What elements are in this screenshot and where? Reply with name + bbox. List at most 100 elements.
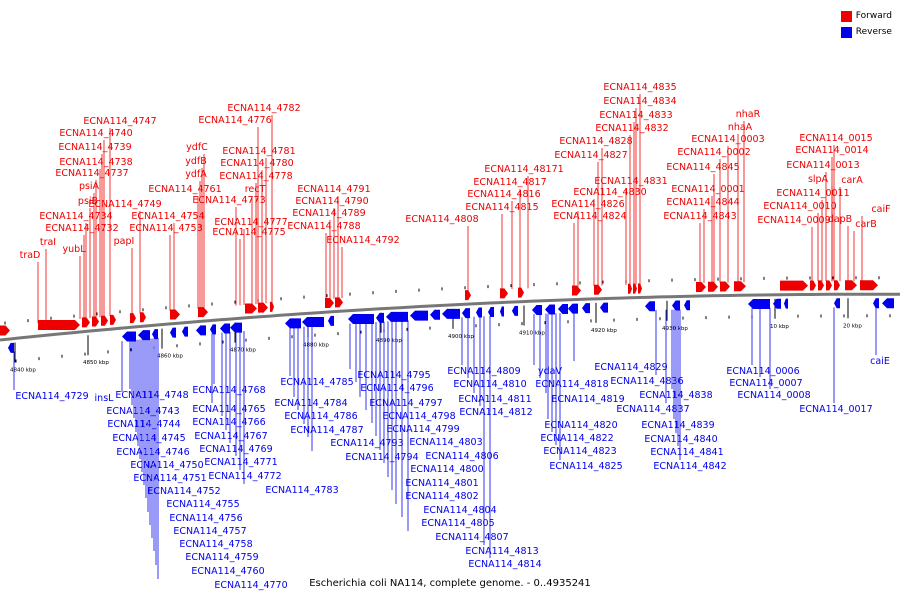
forward-gene <box>270 301 274 312</box>
forward-gene <box>638 283 642 294</box>
reverse-gene <box>328 315 334 326</box>
reverse-gene <box>122 331 136 342</box>
reverse-gene-label: ECNA114_4729 <box>15 391 88 402</box>
reverse-gene-label: ECNA114_0008 <box>737 390 810 401</box>
backbone-layer <box>0 292 900 342</box>
forward-gene <box>734 281 746 292</box>
forward-gene-label: ECNA114_4732 <box>45 223 118 234</box>
reverse-gene <box>230 322 242 333</box>
kbp-tick-label: 4920 kbp <box>591 328 617 334</box>
forward-gene-label: ECNA114_0013 <box>786 160 859 171</box>
forward-gene <box>708 281 718 292</box>
forward-gene <box>92 316 99 327</box>
genome-caption: Escherichia coli NA114, complete genome.… <box>309 578 591 589</box>
forward-gene-label: ECNA114_4749 <box>88 199 161 210</box>
forward-gene-label: ECNA114_4789 <box>292 208 365 219</box>
forward-gene <box>38 320 80 331</box>
reverse-gene-label: ECNA114_4757 <box>173 526 246 537</box>
forward-gene-label: ECNA114_0015 <box>799 133 872 144</box>
forward-gene-label: traD <box>20 250 41 261</box>
forward-gene-label: psiA <box>79 181 100 192</box>
forward-gene-label: ECNA114_0002 <box>677 147 750 158</box>
forward-gene <box>826 280 832 291</box>
reverse-gene-label: ECNA114_4812 <box>459 407 532 418</box>
reverse-gene-label: ECNA114_4801 <box>405 478 478 489</box>
reverse-gene <box>773 298 781 309</box>
forward-gene-label: papI <box>114 236 135 247</box>
reverse-gene <box>170 327 176 338</box>
forward-gene-label: ECNA114_4831 <box>594 176 667 187</box>
legend-forward-label: Forward <box>855 11 892 21</box>
reverse-gene-label: ECNA114_4798 <box>382 411 455 422</box>
forward-gene-label: ECNA114_0001 <box>671 184 744 195</box>
reverse-gene-label: insL <box>95 393 115 404</box>
gene-layer <box>0 280 894 353</box>
reverse-gene-label: ECNA114_4822 <box>540 433 613 444</box>
reverse-gene-label: ECNA114_4793 <box>330 438 403 449</box>
reverse-gene-label: ECNA114_4783 <box>265 485 338 496</box>
forward-gene-label: ECNA114_4816 <box>467 189 540 200</box>
reverse-gene-label: ECNA114_4795 <box>357 370 430 381</box>
forward-gene-label: ECNA114_4780 <box>220 158 293 169</box>
forward-gene-label: ECNA114_4773 <box>192 195 265 206</box>
kbp-tick-label: 10 kbp <box>770 324 789 330</box>
forward-swatch <box>840 10 852 22</box>
tick-layer: 4840 kbp 4850 kbp 4860 kbp 4870 kbp 4880 kbp… <box>4 276 891 373</box>
forward-gene-label: yubL <box>63 244 87 255</box>
reverse-gene <box>645 301 655 312</box>
forward-gene-label: ECNA114_4827 <box>554 150 627 161</box>
reverse-gene-label: ECNA114_4787 <box>290 425 363 436</box>
reverse-gene-label: ECNA114_4820 <box>544 420 617 431</box>
reverse-gene-label: ECNA114_4807 <box>435 532 508 543</box>
reverse-gene <box>582 303 590 314</box>
reverse-gene-label: ECNA114_4750 <box>130 460 203 471</box>
reverse-gene-label: ECNA114_4759 <box>185 552 258 563</box>
reverse-gene <box>476 307 482 318</box>
reverse-gene-label: ECNA114_4829 <box>594 362 667 373</box>
forward-label-layer: traD traI yubL ECNA114_4732 psiB ECNA114_4734… <box>20 82 891 324</box>
forward-gene <box>140 312 146 323</box>
reverse-gene-label: ECNA114_4806 <box>425 451 498 462</box>
legend-reverse: Reverse <box>840 24 892 40</box>
forward-gene <box>810 280 816 291</box>
reverse-gene-label: ECNA114_0017 <box>799 404 872 415</box>
forward-gene-label: ECNA114_4844 <box>666 197 739 208</box>
forward-gene-label: ECNA114_4835 <box>603 82 676 93</box>
reverse-gene-label: ECNA114_4803 <box>409 437 482 448</box>
reverse-gene-label: ECNA114_4784 <box>274 398 347 409</box>
reverse-gene-label: ECNA114_4785 <box>280 377 353 388</box>
forward-gene <box>845 280 857 291</box>
reverse-gene <box>834 298 840 309</box>
reverse-gene-label: ECNA114_4751 <box>133 473 206 484</box>
reverse-gene-label: ECNA114_4819 <box>551 394 624 405</box>
forward-gene <box>245 303 257 314</box>
reverse-gene <box>302 317 324 328</box>
reverse-gene-label: ECNA114_4752 <box>147 486 220 497</box>
kbp-tick-label: 4880 kbp <box>303 342 329 348</box>
reverse-gene <box>220 323 230 334</box>
forward-gene-label: caiF <box>871 204 890 215</box>
forward-gene-label: ECNA114_4761 <box>148 184 221 195</box>
reverse-gene <box>748 299 770 310</box>
reverse-gene-label: ECNA114_4756 <box>169 513 242 524</box>
reverse-gene <box>430 309 440 320</box>
kbp-tick-label: 4870 kbp <box>230 348 256 354</box>
forward-gene <box>101 315 108 326</box>
forward-gene <box>572 285 581 296</box>
reverse-gene-label: ECNA114_4825 <box>549 461 622 472</box>
reverse-gene-label: ECNA114_4758 <box>179 539 252 550</box>
forward-gene-label: ECNA114_4790 <box>295 196 368 207</box>
reverse-gene <box>784 298 788 309</box>
reverse-gene <box>512 305 518 316</box>
reverse-gene-label: ECNA114_4755 <box>166 499 239 510</box>
reverse-gene-label: ECNA114_4767 <box>194 431 267 442</box>
kbp-tick-label: 4910 kbp <box>519 331 545 337</box>
forward-gene-label: ECNA114_4792 <box>326 235 399 246</box>
forward-gene-label: ECNA114_4845 <box>666 162 739 173</box>
forward-gene <box>130 313 136 324</box>
reverse-gene-label: ECNA114_4772 <box>208 471 281 482</box>
reverse-gene-label: ECNA114_4840 <box>644 434 717 445</box>
forward-gene-label: ECNA114_4832 <box>595 123 668 134</box>
forward-gene <box>465 290 471 301</box>
